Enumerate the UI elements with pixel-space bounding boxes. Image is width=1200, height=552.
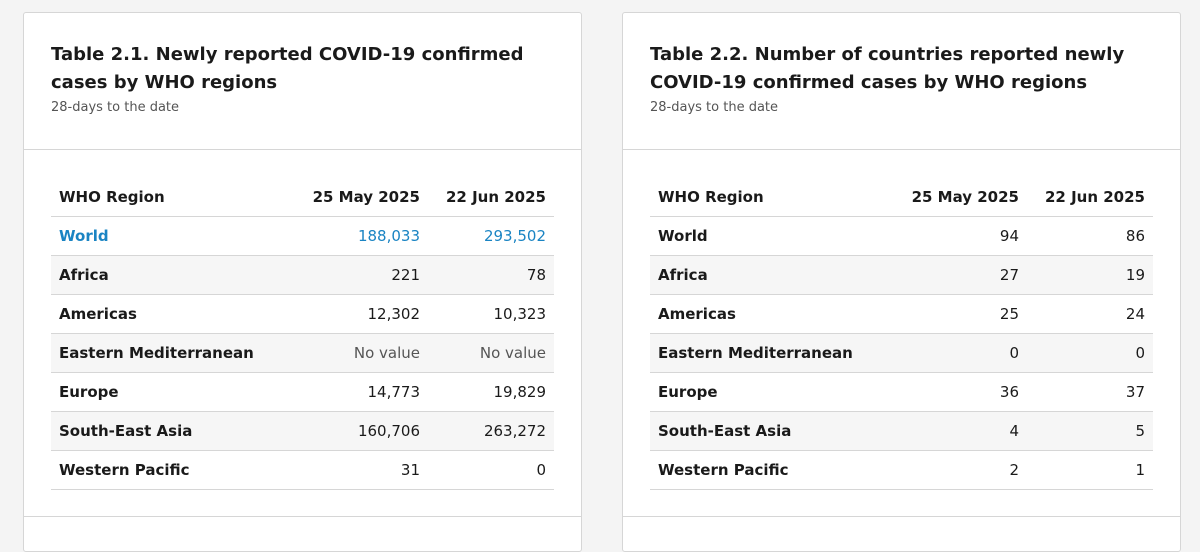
column-header-date-1: 25 May 2025 <box>896 178 1027 217</box>
table-row: South-East Asia 4 5 <box>650 411 1153 451</box>
region-link-world[interactable]: World <box>51 216 297 256</box>
value-cell: No value <box>297 333 428 373</box>
table-card-countries: Table 2.2. Number of countries reported … <box>622 12 1181 552</box>
card-body: WHO Region 25 May 2025 22 Jun 2025 World… <box>24 178 581 490</box>
value-cell: 37 <box>1027 372 1153 412</box>
value-cell: 4 <box>896 411 1027 451</box>
table-subtitle: 28-days to the date <box>650 100 779 115</box>
card-header: Table 2.2. Number of countries reported … <box>623 13 1180 150</box>
region-cell: South-East Asia <box>650 411 896 451</box>
column-header-date-2: 22 Jun 2025 <box>428 178 554 217</box>
region-cell: Americas <box>51 294 297 334</box>
table-row: Eastern Mediterranean 0 0 <box>650 333 1153 373</box>
value-cell: 0 <box>1027 333 1153 373</box>
value-cell: 31 <box>297 450 428 490</box>
region-cell: Africa <box>51 255 297 295</box>
column-header-region: WHO Region <box>650 178 896 217</box>
value-cell: 24 <box>1027 294 1153 334</box>
table-row: Africa 27 19 <box>650 255 1153 295</box>
region-cell: Eastern Mediterranean <box>51 333 297 373</box>
cases-table: WHO Region 25 May 2025 22 Jun 2025 World… <box>51 178 554 490</box>
table-row: World 188,033 293,502 <box>51 216 554 256</box>
table-header-row: WHO Region 25 May 2025 22 Jun 2025 <box>51 178 554 217</box>
region-cell: Americas <box>650 294 896 334</box>
table-subtitle: 28-days to the date <box>51 100 180 115</box>
value-cell: 263,272 <box>428 411 554 451</box>
value-cell: 78 <box>428 255 554 295</box>
value-cell: 86 <box>1027 216 1153 256</box>
table-row: Western Pacific 2 1 <box>650 450 1153 490</box>
region-cell: Western Pacific <box>51 450 297 490</box>
value-link[interactable]: 293,502 <box>428 216 554 256</box>
value-cell: 2 <box>896 450 1027 490</box>
region-cell: World <box>650 216 896 256</box>
table-row: Western Pacific 31 0 <box>51 450 554 490</box>
value-cell: 25 <box>896 294 1027 334</box>
region-cell: Africa <box>650 255 896 295</box>
region-cell: Eastern Mediterranean <box>650 333 896 373</box>
value-cell: 221 <box>297 255 428 295</box>
value-link[interactable]: 188,033 <box>297 216 428 256</box>
value-cell: 19,829 <box>428 372 554 412</box>
region-cell: Europe <box>650 372 896 412</box>
table-row: World 94 86 <box>650 216 1153 256</box>
region-cell: Europe <box>51 372 297 412</box>
table-header-row: WHO Region 25 May 2025 22 Jun 2025 <box>650 178 1153 217</box>
value-cell: 19 <box>1027 255 1153 295</box>
table-row: Africa 221 78 <box>51 255 554 295</box>
value-cell: 0 <box>896 333 1027 373</box>
value-cell: 14,773 <box>297 372 428 412</box>
region-cell: Western Pacific <box>650 450 896 490</box>
value-cell: 36 <box>896 372 1027 412</box>
table-row: Europe 36 37 <box>650 372 1153 412</box>
region-cell: South-East Asia <box>51 411 297 451</box>
column-header-date-1: 25 May 2025 <box>297 178 428 217</box>
value-cell: 160,706 <box>297 411 428 451</box>
value-cell: 5 <box>1027 411 1153 451</box>
value-cell: 1 <box>1027 450 1153 490</box>
card-divider <box>24 516 581 517</box>
table-row: Americas 12,302 10,323 <box>51 294 554 334</box>
value-cell: 12,302 <box>297 294 428 334</box>
card-divider <box>623 516 1180 517</box>
card-header: Table 2.1. Newly reported COVID-19 confi… <box>24 13 581 150</box>
table-row: South-East Asia 160,706 263,272 <box>51 411 554 451</box>
value-cell: No value <box>428 333 554 373</box>
table-title: Table 2.2. Number of countries reported … <box>650 44 1125 93</box>
table-title: Table 2.1. Newly reported COVID-19 confi… <box>51 44 524 93</box>
table-row: Americas 25 24 <box>650 294 1153 334</box>
value-cell: 27 <box>896 255 1027 295</box>
value-cell: 94 <box>896 216 1027 256</box>
table-row: Europe 14,773 19,829 <box>51 372 554 412</box>
value-cell: 0 <box>428 450 554 490</box>
countries-table: WHO Region 25 May 2025 22 Jun 2025 World… <box>650 178 1153 490</box>
table-card-cases: Table 2.1. Newly reported COVID-19 confi… <box>23 12 582 552</box>
value-cell: 10,323 <box>428 294 554 334</box>
card-body: WHO Region 25 May 2025 22 Jun 2025 World… <box>623 178 1180 490</box>
column-header-region: WHO Region <box>51 178 297 217</box>
column-header-date-2: 22 Jun 2025 <box>1027 178 1153 217</box>
table-row: Eastern Mediterranean No value No value <box>51 333 554 373</box>
